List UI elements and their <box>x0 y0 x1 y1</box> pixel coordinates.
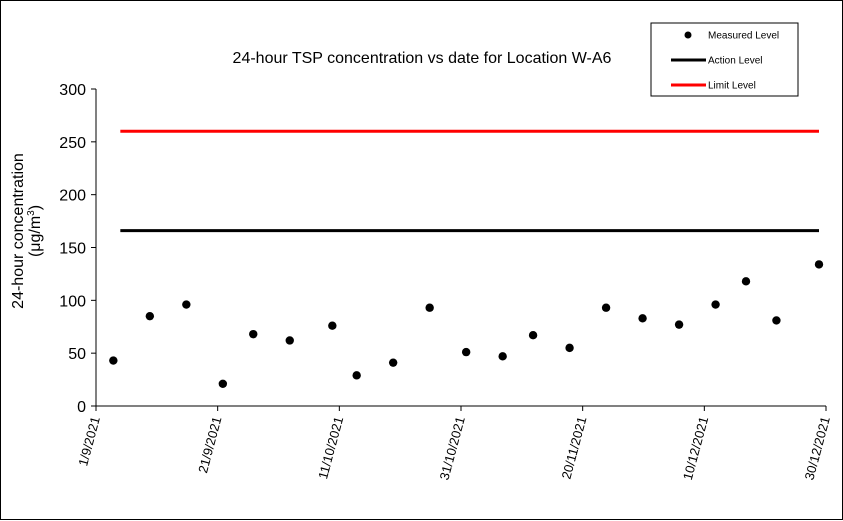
data-point <box>674 320 684 329</box>
x-tick-label: 31/10/2021 <box>437 415 468 482</box>
legend-swatch-measured-level <box>684 31 692 39</box>
y-tick-label: 50 <box>68 346 86 363</box>
data-point <box>565 343 574 353</box>
legend: Measured Level Action Level Limit Level <box>650 22 799 97</box>
data-point <box>528 331 538 340</box>
data-point <box>711 300 720 309</box>
reference-lines-group <box>120 129 819 233</box>
data-point <box>182 300 191 309</box>
y-axis-label-unit-suffix: ) <box>27 205 44 210</box>
data-point <box>461 347 471 357</box>
y-tick-label: 300 <box>59 82 86 99</box>
legend-label-action-level: Action Level <box>708 56 762 67</box>
data-point <box>814 260 824 269</box>
y-tick-label: 0 <box>77 399 86 416</box>
y-tick-label: 250 <box>59 135 86 152</box>
data-point <box>772 316 781 325</box>
y-tick-label: 100 <box>59 293 86 310</box>
x-tick-label: 1/9/2021 <box>75 415 103 468</box>
y-axis-label-line2: (μg/m3) <box>26 205 44 257</box>
data-point <box>498 352 507 361</box>
y-axis-label-unit-sup: 3 <box>26 210 37 216</box>
data-point <box>425 303 434 312</box>
data-point <box>218 379 228 389</box>
y-axis-label-unit-prefix: (μg/m <box>27 216 44 257</box>
x-tick-label: 21/9/2021 <box>195 415 224 475</box>
data-point <box>352 371 361 380</box>
data-point <box>109 356 118 365</box>
y-axis-label-line1: 24-hour concentration <box>10 153 27 309</box>
y-axis-label-group: 24-hour concentration (μg/m3) <box>10 153 44 309</box>
chart-title-group: 24-hour TSP concentration vs date for Lo… <box>233 50 612 67</box>
x-tick-label: 30/12/2021 <box>802 415 833 482</box>
chart-title: 24-hour TSP concentration vs date for Lo… <box>233 50 612 67</box>
axes-group: 0 50 100 150 200 250 300 1/9/2021 21/9/2021 11/10… <box>59 82 833 482</box>
data-point <box>741 277 751 286</box>
y-tick-label: 200 <box>59 188 86 205</box>
data-point <box>249 329 258 339</box>
data-point <box>328 321 337 330</box>
y-tick-label: 150 <box>59 241 86 258</box>
data-point <box>638 314 647 323</box>
x-tick-label: 10/12/2021 <box>680 415 711 482</box>
x-tick-label: 11/10/2021 <box>315 415 346 481</box>
data-point <box>388 358 398 367</box>
legend-label-measured-level: Measured Level <box>708 31 779 42</box>
x-tick-label: 20/11/2021 <box>558 415 589 481</box>
data-point <box>601 303 611 312</box>
data-points-group <box>109 260 824 389</box>
legend-label-limit-level: Limit Level <box>708 81 756 92</box>
data-point <box>145 311 155 321</box>
data-point <box>285 336 294 345</box>
